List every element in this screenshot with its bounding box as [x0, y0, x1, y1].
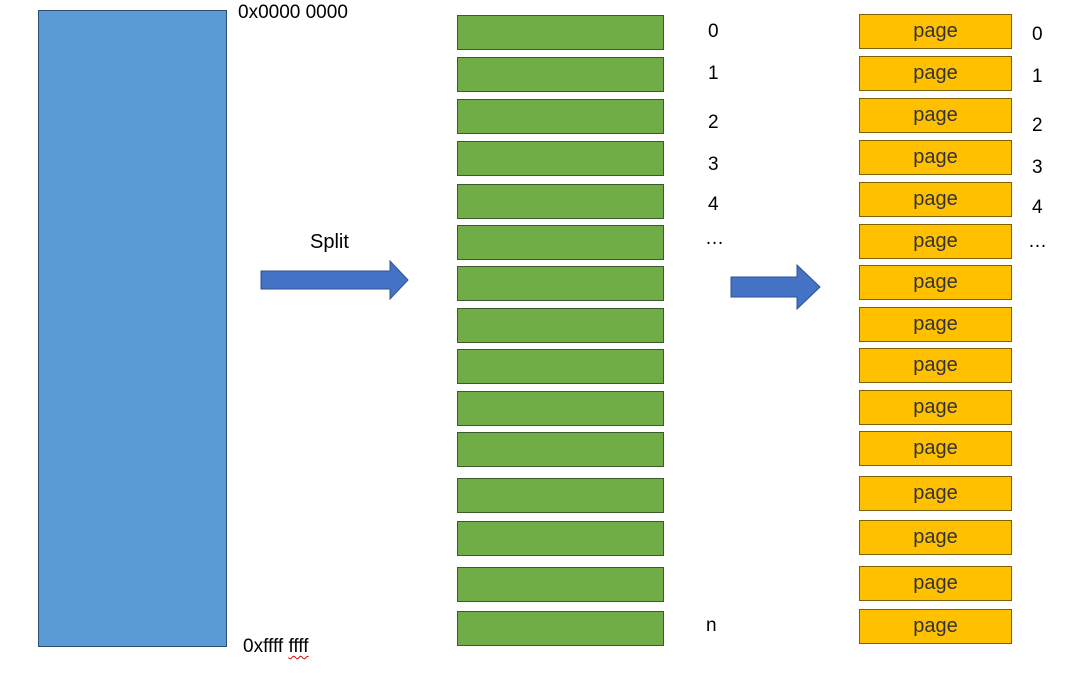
- segment-block: [457, 57, 664, 92]
- end-address-label: 0xffff ffff: [243, 636, 309, 658]
- segment-block: [457, 567, 664, 602]
- page-block: page: [859, 307, 1012, 342]
- segment-block: [457, 184, 664, 219]
- page-block: page: [859, 182, 1012, 217]
- page-block: page: [859, 140, 1012, 175]
- segment-index: 3: [708, 154, 719, 175]
- segment-block: [457, 521, 664, 556]
- segment-index: 4: [708, 194, 719, 215]
- page-block: page: [859, 609, 1012, 644]
- segment-block: [457, 349, 664, 384]
- segment-index: …: [705, 228, 724, 249]
- page-block: page: [859, 265, 1012, 300]
- segment-index: n: [706, 615, 717, 636]
- segment-block: [457, 611, 664, 646]
- segment-block: [457, 478, 664, 513]
- start-address-label: 0x0000 0000: [238, 2, 348, 23]
- page-block: page: [859, 566, 1012, 601]
- split-arrow-icon: [260, 260, 409, 300]
- page-block: page: [859, 476, 1012, 511]
- segment-index: 0: [708, 21, 719, 42]
- segment-index: 2: [708, 112, 719, 133]
- page-block: page: [859, 520, 1012, 555]
- segment-block: [457, 141, 664, 176]
- page-block: page: [859, 431, 1012, 466]
- segment-block: [457, 391, 664, 426]
- page-index: 4: [1032, 197, 1043, 218]
- segment-index: 1: [708, 63, 719, 84]
- page-index: 3: [1032, 157, 1043, 178]
- page-index: 1: [1032, 66, 1043, 87]
- segment-block: [457, 15, 664, 50]
- segment-block: [457, 266, 664, 301]
- page-block: page: [859, 224, 1012, 259]
- end-address-prefix: 0xffff: [243, 636, 289, 657]
- page-block: page: [859, 56, 1012, 91]
- memory-block: [38, 10, 227, 647]
- segment-block: [457, 225, 664, 260]
- page-block: page: [859, 98, 1012, 133]
- end-address-suffix: ffff: [288, 636, 309, 657]
- page-index: 2: [1032, 115, 1043, 136]
- page-block: page: [859, 390, 1012, 425]
- page-index: 0: [1032, 24, 1043, 45]
- page-block: page: [859, 14, 1012, 49]
- segment-block: [457, 308, 664, 343]
- page-block: page: [859, 348, 1012, 383]
- map-arrow-icon: [730, 264, 821, 310]
- page-index: …: [1028, 231, 1047, 252]
- split-label: Split: [310, 231, 349, 253]
- segment-block: [457, 432, 664, 467]
- segment-block: [457, 99, 664, 134]
